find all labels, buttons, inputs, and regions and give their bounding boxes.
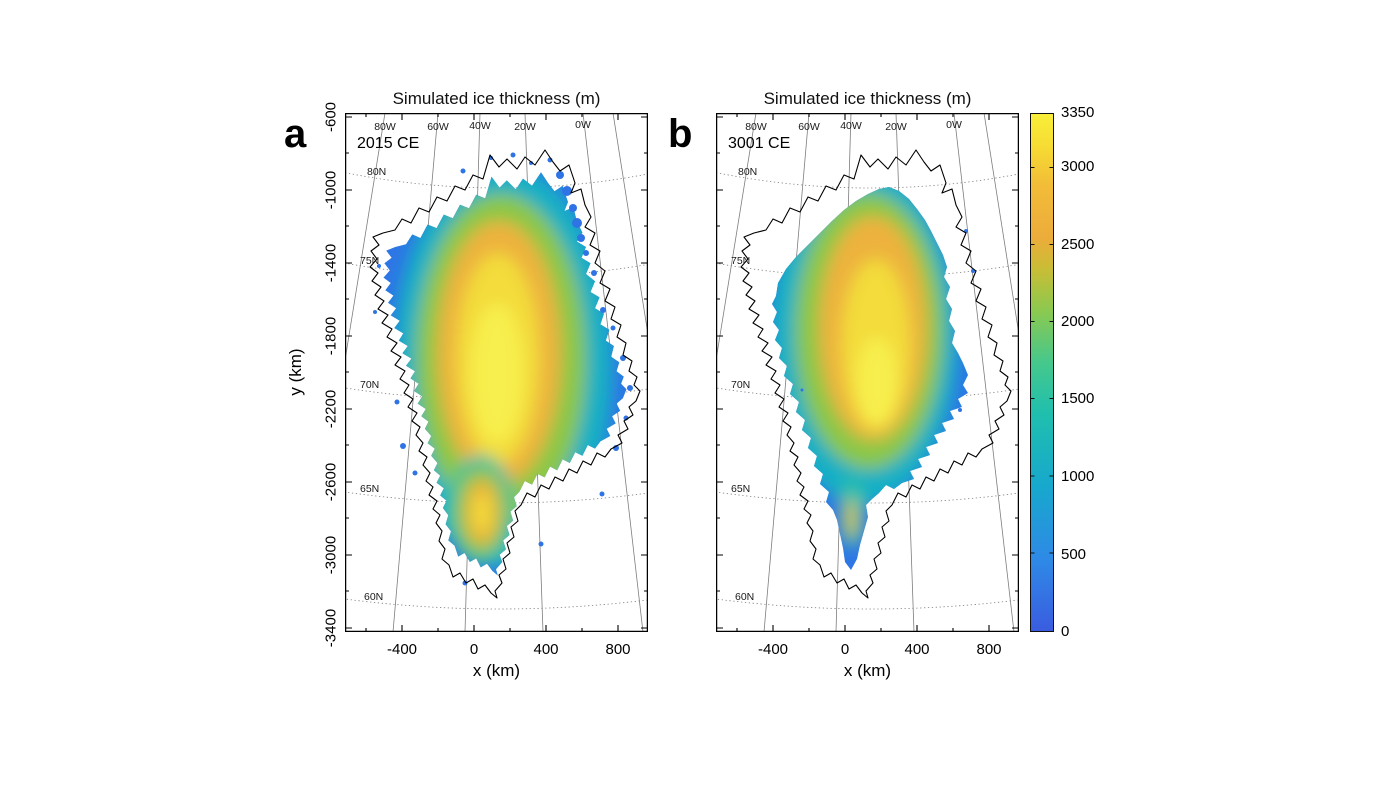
y-tick-label: -3000 [322, 535, 340, 575]
lon-label: 20W [514, 121, 536, 133]
lat-label: 80N [367, 166, 386, 178]
x-tick-label: 800 [605, 641, 631, 658]
y-tick-label: -1000 [322, 170, 340, 210]
colorbar-tick-label: 1000 [1061, 468, 1095, 485]
y-tick-label: -2200 [322, 389, 340, 429]
panel-a-xlabel: x (km) [472, 661, 521, 680]
lon-label: 60W [798, 121, 820, 133]
panel-a-map: 80W 60W 40W 20W 0W 80N 75N 70N 65N 60N [345, 113, 648, 632]
geo-labels-a: 80W 60W 40W 20W 0W 80N 75N 70N 65N 60N [360, 119, 591, 603]
ice-sheet-b [772, 187, 968, 570]
lat-label: 60N [735, 591, 754, 603]
y-tick-label: -1400 [322, 243, 340, 283]
lon-label: 40W [469, 120, 491, 132]
lat-label: 80N [738, 166, 757, 178]
lat-label: 65N [731, 483, 750, 495]
x-tick-label: 400 [533, 641, 559, 658]
panel-b-year-annotation: 3001 CE [728, 135, 791, 152]
colorbar [1030, 113, 1054, 632]
panel-b-letter: b [668, 112, 693, 156]
colorbar-tick-label: 0 [1061, 623, 1070, 640]
lat-label: 70N [360, 379, 379, 391]
colorbar-tick-label: 2000 [1061, 313, 1095, 330]
geo-labels-b: 80W 60W 40W 20W 0W 80N 75N 70N 65N 60N [731, 119, 962, 603]
panel-b-title: Simulated ice thickness (m) [763, 89, 972, 108]
panel-b-xlabel: x (km) [843, 661, 892, 680]
panel-a-ylabel: y (km) [286, 348, 305, 396]
lat-label: 65N [360, 483, 379, 495]
colorbar-gradient [1030, 113, 1054, 632]
panel-a-title: Simulated ice thickness (m) [392, 89, 601, 108]
lat-label: 75N [731, 255, 750, 267]
x-tick-label: 400 [904, 641, 930, 658]
peripheral-ice-caps-b [800, 229, 975, 412]
lat-label: 60N [364, 591, 383, 603]
colorbar-tick-label: 3000 [1061, 158, 1095, 175]
ice-sheet-a [383, 172, 627, 576]
panel-a-letter: a [284, 112, 307, 156]
x-tick-label: 0 [469, 641, 479, 658]
panel-b-map: 80W 60W 40W 20W 0W 80N 75N 70N 65N 60N [716, 113, 1019, 632]
lon-label: 40W [840, 120, 862, 132]
y-tick-label: -3400 [322, 608, 340, 648]
colorbar-tick-label: 2500 [1061, 236, 1095, 253]
lon-label: 20W [885, 121, 907, 133]
x-tick-label: -400 [757, 641, 789, 658]
x-tick-label: 0 [840, 641, 850, 658]
lon-label: 60W [427, 121, 449, 133]
lat-label: 75N [360, 255, 379, 267]
lat-label: 70N [731, 379, 750, 391]
colorbar-tick-label: 3350 [1061, 104, 1095, 121]
colorbar-tick-label: 500 [1061, 546, 1087, 563]
colorbar-ticks [1030, 167, 1054, 554]
lon-label: 0W [946, 119, 962, 131]
y-tick-label: -600 [322, 101, 340, 133]
y-tick-label: -1800 [322, 316, 340, 356]
x-tick-label: -400 [386, 641, 418, 658]
lon-label: 80W [745, 121, 767, 133]
colorbar-tick-label: 1500 [1061, 390, 1095, 407]
lon-label: 0W [575, 119, 591, 131]
y-tick-label: -2600 [322, 462, 340, 502]
x-tick-label: 800 [976, 641, 1002, 658]
lon-label: 80W [374, 121, 396, 133]
panel-a-year-annotation: 2015 CE [357, 135, 420, 152]
